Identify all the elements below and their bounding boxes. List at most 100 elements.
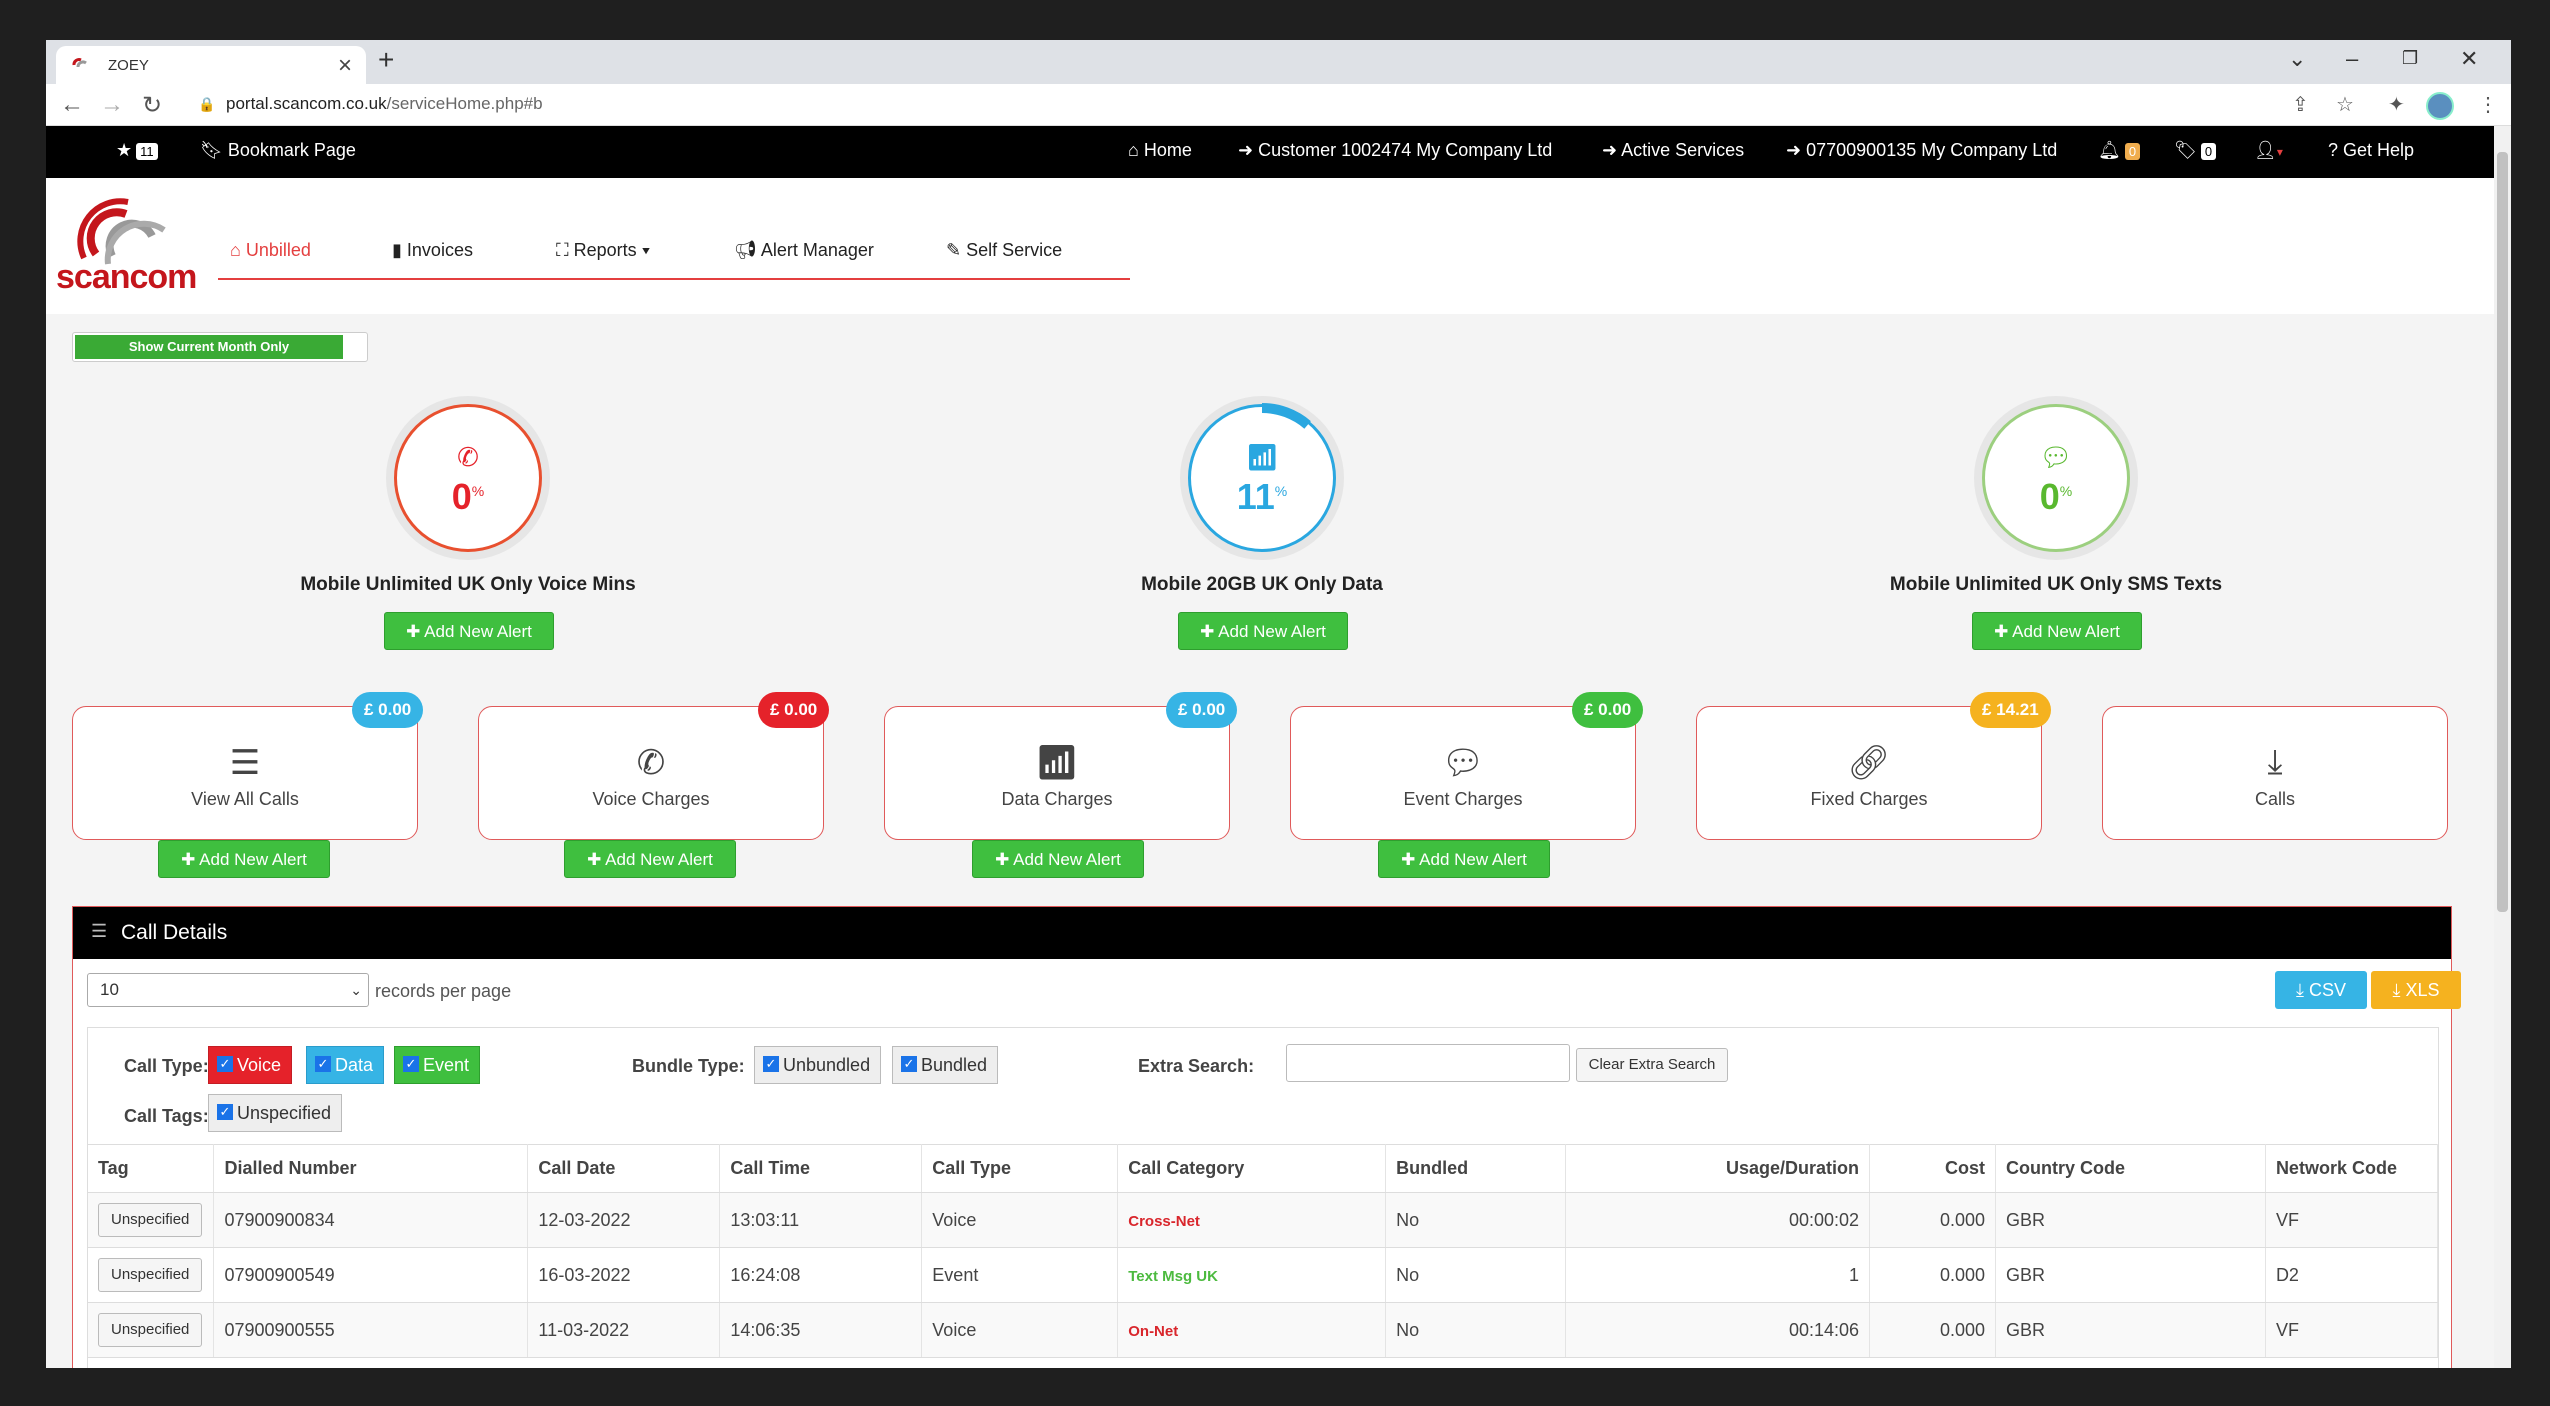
- records-per-page-select[interactable]: 10 ⌄: [87, 973, 369, 1007]
- filter-event[interactable]: ✓ Event: [394, 1046, 481, 1084]
- add-new-alert-button[interactable]: ✚ Add New Alert: [1178, 612, 1348, 650]
- back-icon[interactable]: ←: [60, 91, 84, 118]
- usage-cell: 1: [1565, 1247, 1871, 1303]
- alerts-button[interactable]: 🔔︎ 0: [2098, 140, 2141, 161]
- column-header[interactable]: Country Code: [1995, 1144, 2266, 1193]
- tab-search-icon[interactable]: ⌄: [2288, 46, 2307, 71]
- extra-search-input[interactable]: [1286, 1044, 1570, 1082]
- bookmark-page-link[interactable]: 🔖︎ Bookmark Page: [200, 140, 356, 160]
- home-link[interactable]: ⌂ Home: [1128, 140, 1192, 160]
- nav-underline: [218, 278, 1130, 280]
- service-number-link[interactable]: ➜ 07700900135 My Company Ltd: [1786, 140, 2058, 160]
- tag-button[interactable]: Unspecified: [98, 1258, 203, 1292]
- tag-cell: Unspecified: [88, 1247, 215, 1303]
- tag-button[interactable]: Unspecified: [98, 1313, 203, 1347]
- add-new-alert-button[interactable]: ✚ Add New Alert: [384, 612, 554, 650]
- column-header[interactable]: Cost: [1869, 1144, 1997, 1193]
- filter-tag-unspecified[interactable]: ✓ Unspecified: [208, 1094, 343, 1132]
- column-header[interactable]: Network Code: [2265, 1144, 2439, 1193]
- file-icon: ▮: [392, 240, 402, 260]
- extra-search-label: Extra Search:: [1138, 1056, 1255, 1076]
- add-new-alert-button[interactable]: ✚ Add New Alert: [564, 840, 736, 878]
- add-new-alert-button[interactable]: ✚ Add New Alert: [1378, 840, 1550, 878]
- customer-link[interactable]: ➜ Customer 1002474 My Company Ltd: [1238, 140, 1553, 160]
- clear-extra-search-button[interactable]: Clear Extra Search: [1576, 1048, 1728, 1082]
- menu-icon[interactable]: ⋮: [2478, 94, 2498, 116]
- country-code-cell: GBR: [1995, 1192, 2266, 1248]
- nav-self-service[interactable]: ✎ Self Service: [946, 240, 1063, 260]
- restore-icon[interactable]: ❐: [2402, 48, 2419, 68]
- new-tab-icon[interactable]: +: [378, 44, 395, 75]
- charge-badge: £ 0.00: [1166, 692, 1238, 728]
- edit-icon: ✎: [946, 240, 962, 260]
- add-new-alert-button[interactable]: ✚ Add New Alert: [1972, 612, 2142, 650]
- caret-down-icon: ▾: [2276, 145, 2283, 159]
- call-type-cell: Event: [921, 1247, 1119, 1303]
- tab-close-icon[interactable]: ×: [337, 52, 352, 79]
- column-header[interactable]: Tag: [88, 1144, 215, 1193]
- card-data-charges[interactable]: 📶︎ Data Charges: [884, 706, 1230, 840]
- filter-unbundled[interactable]: ✓ Unbundled: [754, 1046, 882, 1084]
- column-header[interactable]: Call Category: [1117, 1144, 1387, 1193]
- column-header[interactable]: Call Date: [527, 1144, 721, 1193]
- column-header[interactable]: Usage/Duration: [1565, 1144, 1871, 1193]
- window-close-icon[interactable]: ✕: [2460, 46, 2479, 71]
- rss-icon: 📶︎: [1245, 442, 1279, 472]
- bundled-cell: No: [1385, 1302, 1567, 1358]
- card-view-all-calls[interactable]: ☰ View All Calls: [72, 706, 418, 840]
- table-row: Unspecified 07900900555 11-03-2022 14:06…: [88, 1302, 2439, 1358]
- add-new-alert-button[interactable]: ✚ Add New Alert: [158, 840, 330, 878]
- get-help-link[interactable]: ? Get Help: [2328, 140, 2415, 160]
- plus-icon: ✚: [181, 850, 196, 869]
- gauge-title: Mobile Unlimited UK Only Voice Mins: [300, 574, 636, 595]
- call-type-cell: Voice: [921, 1192, 1119, 1248]
- filter-box: Call Type: ✓ Voice ✓ Data ✓ Event Bundle Ty…: [87, 1027, 2439, 1368]
- nav-reports[interactable]: ⛶ Reports ▾: [556, 240, 651, 260]
- filter-voice[interactable]: ✓ Voice: [208, 1046, 293, 1084]
- call-category-cell: On-Net: [1117, 1302, 1387, 1358]
- star-icon[interactable]: ☆: [2336, 94, 2354, 116]
- bookmarks-counter[interactable]: ★ 11: [116, 140, 158, 161]
- plus-icon: ✚: [1401, 850, 1416, 869]
- tags-button[interactable]: 🏷︎ 0: [2174, 140, 2217, 161]
- column-header[interactable]: Call Type: [921, 1144, 1119, 1193]
- column-header[interactable]: Call Time: [719, 1144, 923, 1193]
- card-fixed-charges[interactable]: 🔗︎ Fixed Charges: [1696, 706, 2042, 840]
- browser-tab[interactable]: ZOEY ×: [56, 46, 366, 84]
- chevron-down-icon: ⌄: [350, 982, 362, 998]
- profile-avatar[interactable]: [2426, 92, 2454, 120]
- url-field[interactable]: portal.scancom.co.uk/serviceHome.php#b: [226, 94, 543, 113]
- user-menu[interactable]: 👤︎▾: [2254, 140, 2283, 161]
- card-voice-charges[interactable]: ✆ Voice Charges: [478, 706, 824, 840]
- gauge-title: Mobile Unlimited UK Only SMS Texts: [1889, 574, 2223, 595]
- call-date-cell: 12-03-2022: [527, 1192, 721, 1248]
- current-month-toggle[interactable]: Show Current Month Only: [72, 332, 368, 362]
- filter-bundled[interactable]: ✓ Bundled: [892, 1046, 999, 1084]
- plus-icon: ✚: [1994, 622, 2009, 641]
- charge-badge: £ 0.00: [1572, 692, 1644, 728]
- plus-icon: ✚: [1200, 622, 1215, 641]
- csv-button[interactable]: ⤓ CSV: [2275, 971, 2367, 1009]
- minimize-icon[interactable]: –: [2346, 46, 2359, 71]
- forward-icon[interactable]: →: [100, 91, 124, 118]
- nav-invoices[interactable]: ▮ Invoices: [392, 240, 473, 260]
- extensions-icon[interactable]: ✦: [2388, 94, 2405, 116]
- card-calls-download[interactable]: ⤓ Calls: [2102, 706, 2448, 840]
- scancom-logo: [77, 198, 166, 265]
- card-event-charges[interactable]: 💬︎ Event Charges: [1290, 706, 1636, 840]
- bundled-cell: No: [1385, 1247, 1567, 1303]
- column-header[interactable]: Bundled: [1385, 1144, 1567, 1193]
- add-new-alert-button[interactable]: ✚ Add New Alert: [972, 840, 1144, 878]
- reload-icon[interactable]: ↻: [142, 92, 163, 119]
- tag-button[interactable]: Unspecified: [98, 1203, 203, 1237]
- share-icon[interactable]: ⇪: [2292, 94, 2309, 116]
- nav-unbilled[interactable]: ⌂ Unbilled: [230, 240, 311, 260]
- arrow-right-icon: ➜: [1786, 140, 1802, 160]
- active-services-link[interactable]: ➜ Active Services: [1602, 140, 1745, 160]
- filter-data[interactable]: ✓ Data: [306, 1046, 385, 1084]
- phone-icon: ✆: [457, 442, 479, 472]
- page-scrollbar-thumb[interactable]: [2497, 152, 2508, 912]
- column-header[interactable]: Dialled Number: [213, 1144, 529, 1193]
- nav-alert-manager[interactable]: 📢︎ Alert Manager: [734, 240, 874, 260]
- xls-button[interactable]: ⤓ XLS: [2371, 971, 2461, 1009]
